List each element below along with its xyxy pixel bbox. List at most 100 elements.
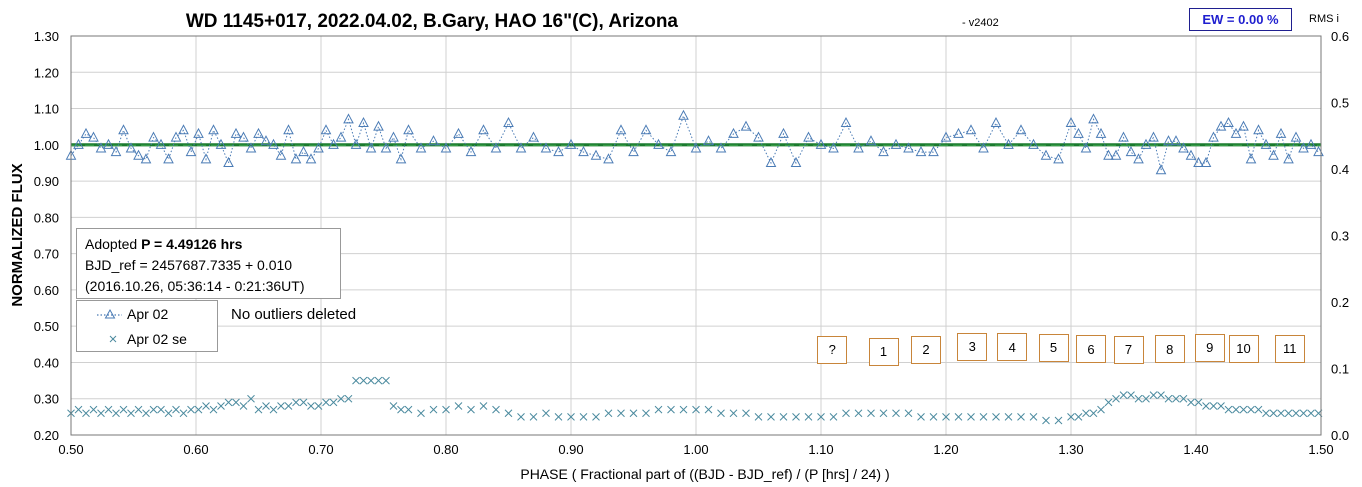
se-point <box>247 394 255 403</box>
x-tick-label: 1.20 <box>933 442 958 457</box>
x-tick-label: 0.70 <box>308 442 333 457</box>
se-point <box>1172 394 1180 403</box>
flux-point <box>778 127 789 138</box>
se-point <box>454 402 463 410</box>
se-point <box>1157 391 1165 399</box>
adopted-prefix: Adopted <box>85 236 142 252</box>
flux-point <box>1208 131 1219 142</box>
se-point <box>1292 409 1300 418</box>
se-point <box>417 409 425 418</box>
flux-point <box>715 142 727 153</box>
se-point <box>1247 405 1255 414</box>
se-point <box>299 398 308 407</box>
x-tick-label: 1.30 <box>1058 442 1083 457</box>
x-axis-label: PHASE ( Fractional part of ((BJD - BJD_r… <box>520 466 889 482</box>
se-point <box>992 413 1000 421</box>
flux-point <box>1163 135 1174 146</box>
se-point <box>904 409 913 418</box>
se-point <box>842 409 850 418</box>
flux-point <box>1125 146 1137 157</box>
flux-point <box>990 116 1002 128</box>
y2-axis-label: RMS i <box>1309 13 1339 25</box>
flux-point <box>590 149 602 160</box>
fragment-marker: 4 <box>997 333 1028 362</box>
period-info-box: Adopted P = 4.49126 hrs BJD_ref = 245768… <box>76 228 341 299</box>
se-point <box>337 394 345 403</box>
flux-point <box>118 124 129 135</box>
flux-point <box>380 142 392 153</box>
fragment-marker: 1 <box>868 337 899 366</box>
se-point <box>504 409 513 418</box>
flux-point <box>1275 127 1287 138</box>
fragment-marker: 3 <box>957 332 988 361</box>
se-point <box>492 405 500 414</box>
se-point <box>1284 409 1293 418</box>
se-point <box>262 402 270 410</box>
reference-line <box>71 143 1321 147</box>
flux-point <box>283 124 294 135</box>
flux-point <box>503 116 514 128</box>
ew-badge: EW = 0.00 % <box>1189 8 1292 31</box>
se-point <box>149 405 158 414</box>
y-tick-label: 0.70 <box>34 247 59 262</box>
y2-tick-label: 0.4 <box>1331 162 1349 177</box>
se-point <box>1277 409 1285 418</box>
flux-point <box>1140 138 1152 149</box>
flux-point <box>1268 149 1279 160</box>
se-point <box>542 409 550 418</box>
flux-point <box>305 153 317 164</box>
se-point <box>1142 394 1150 403</box>
y-tick-label: 0.60 <box>34 283 59 298</box>
x-tick-label: 1.00 <box>683 442 708 457</box>
se-point <box>479 402 488 410</box>
se-point <box>157 405 165 414</box>
se-point <box>382 376 390 385</box>
flux-point <box>1223 116 1234 128</box>
se-point <box>1004 413 1013 421</box>
y2-tick-label: 0.5 <box>1331 96 1349 111</box>
flux-point <box>365 142 377 153</box>
y-tick-label: 0.30 <box>34 392 59 407</box>
se-point <box>404 405 413 414</box>
se-point <box>667 405 675 414</box>
flux-point <box>1170 135 1182 146</box>
se-point <box>892 409 900 418</box>
flux-point <box>528 131 539 142</box>
flux-point <box>453 127 464 138</box>
flux-point <box>148 131 159 142</box>
flux-point <box>928 146 939 157</box>
y-tick-label: 1.00 <box>34 138 59 153</box>
flux-point <box>268 138 279 149</box>
se-point <box>359 376 368 385</box>
flux-point <box>155 138 167 149</box>
flux-point <box>953 127 964 138</box>
flux-point <box>890 138 902 149</box>
flux-point <box>335 131 347 142</box>
se-point <box>579 413 588 421</box>
bjd-ref-line: BJD_ref = 2457687.7335 + 0.010 <box>85 257 293 273</box>
flux-point <box>665 146 677 157</box>
flux-point <box>275 149 287 160</box>
flux-point <box>728 127 739 138</box>
flux-point <box>1305 138 1317 149</box>
flux-point <box>415 142 427 153</box>
y2-tick-label: 0.6 <box>1331 29 1349 44</box>
se-point <box>442 405 450 414</box>
flux-point <box>740 120 752 131</box>
period-value: P = 4.49126 hrs <box>141 236 243 252</box>
flux-point <box>1103 149 1114 160</box>
flux-point <box>965 124 977 135</box>
flux-point <box>178 124 189 135</box>
flux-point <box>298 146 309 157</box>
y2-tick-label: 0.2 <box>1331 295 1349 310</box>
flux-point <box>395 153 407 164</box>
se-point <box>779 413 788 421</box>
se-point <box>277 402 285 410</box>
se-point <box>1187 398 1195 407</box>
se-point <box>1017 413 1025 421</box>
legend: Apr 02 Apr 02 se <box>76 300 218 352</box>
flux-point <box>653 138 664 149</box>
se-point <box>979 413 988 421</box>
legend-entry-se: Apr 02 se <box>77 328 187 350</box>
se-point <box>202 402 210 410</box>
